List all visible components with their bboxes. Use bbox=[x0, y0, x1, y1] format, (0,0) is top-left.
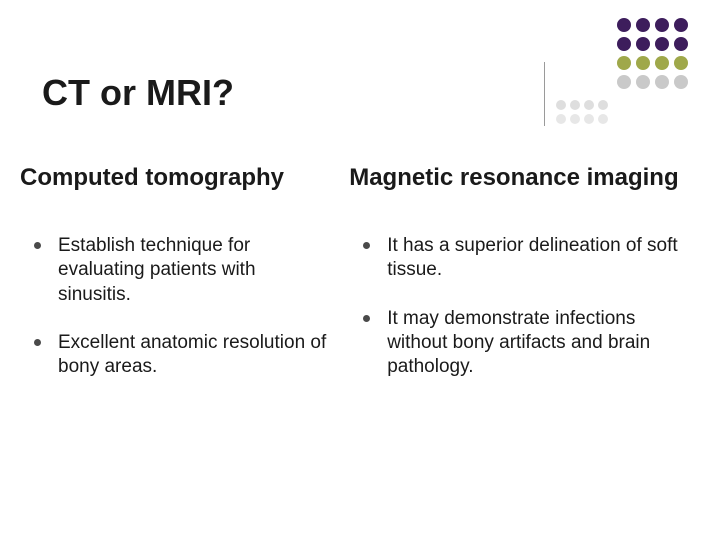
content-columns: Computed tomography Establish technique … bbox=[20, 164, 700, 404]
decoration-dot bbox=[655, 56, 669, 70]
decoration-dot bbox=[674, 56, 688, 70]
decoration-dot bbox=[598, 114, 608, 124]
list-item: Excellent anatomic resolution of bony ar… bbox=[34, 331, 333, 380]
decoration-dot bbox=[636, 37, 650, 51]
decoration-dot bbox=[598, 100, 608, 110]
decoration-dot bbox=[655, 18, 669, 32]
decoration-dot bbox=[570, 114, 580, 124]
vertical-divider bbox=[544, 62, 545, 126]
dot-grid bbox=[617, 18, 688, 89]
decoration-dot bbox=[584, 114, 594, 124]
list-item: Establish technique for evaluating patie… bbox=[34, 234, 333, 307]
decoration-dot bbox=[584, 100, 594, 110]
decoration-dot bbox=[655, 75, 669, 89]
decoration-dot bbox=[674, 37, 688, 51]
list-item: It has a superior delineation of soft ti… bbox=[363, 234, 700, 283]
decoration-dot bbox=[636, 75, 650, 89]
decoration-dot bbox=[636, 56, 650, 70]
left-heading: Computed tomography bbox=[20, 164, 333, 192]
right-heading: Magnetic resonance imaging bbox=[349, 164, 700, 192]
right-bullets: It has a superior delineation of soft ti… bbox=[349, 234, 700, 380]
decoration-dot bbox=[570, 100, 580, 110]
left-bullets: Establish technique for evaluating patie… bbox=[20, 234, 333, 380]
small-dot-grid bbox=[556, 100, 608, 124]
decoration-dot bbox=[556, 114, 566, 124]
decoration-dot bbox=[617, 56, 631, 70]
decoration-dot bbox=[617, 37, 631, 51]
right-column: Magnetic resonance imaging It has a supe… bbox=[349, 164, 700, 404]
decoration-dot bbox=[636, 18, 650, 32]
list-item: It may demonstrate infections without bo… bbox=[363, 307, 700, 380]
decoration-dot bbox=[655, 37, 669, 51]
corner-decoration bbox=[617, 18, 688, 89]
slide-title: CT or MRI? bbox=[42, 72, 234, 114]
decoration-dot bbox=[674, 18, 688, 32]
decoration-dot bbox=[617, 75, 631, 89]
decoration-dot bbox=[617, 18, 631, 32]
left-column: Computed tomography Establish technique … bbox=[20, 164, 333, 404]
decoration-dot bbox=[556, 100, 566, 110]
decoration-dot bbox=[674, 75, 688, 89]
